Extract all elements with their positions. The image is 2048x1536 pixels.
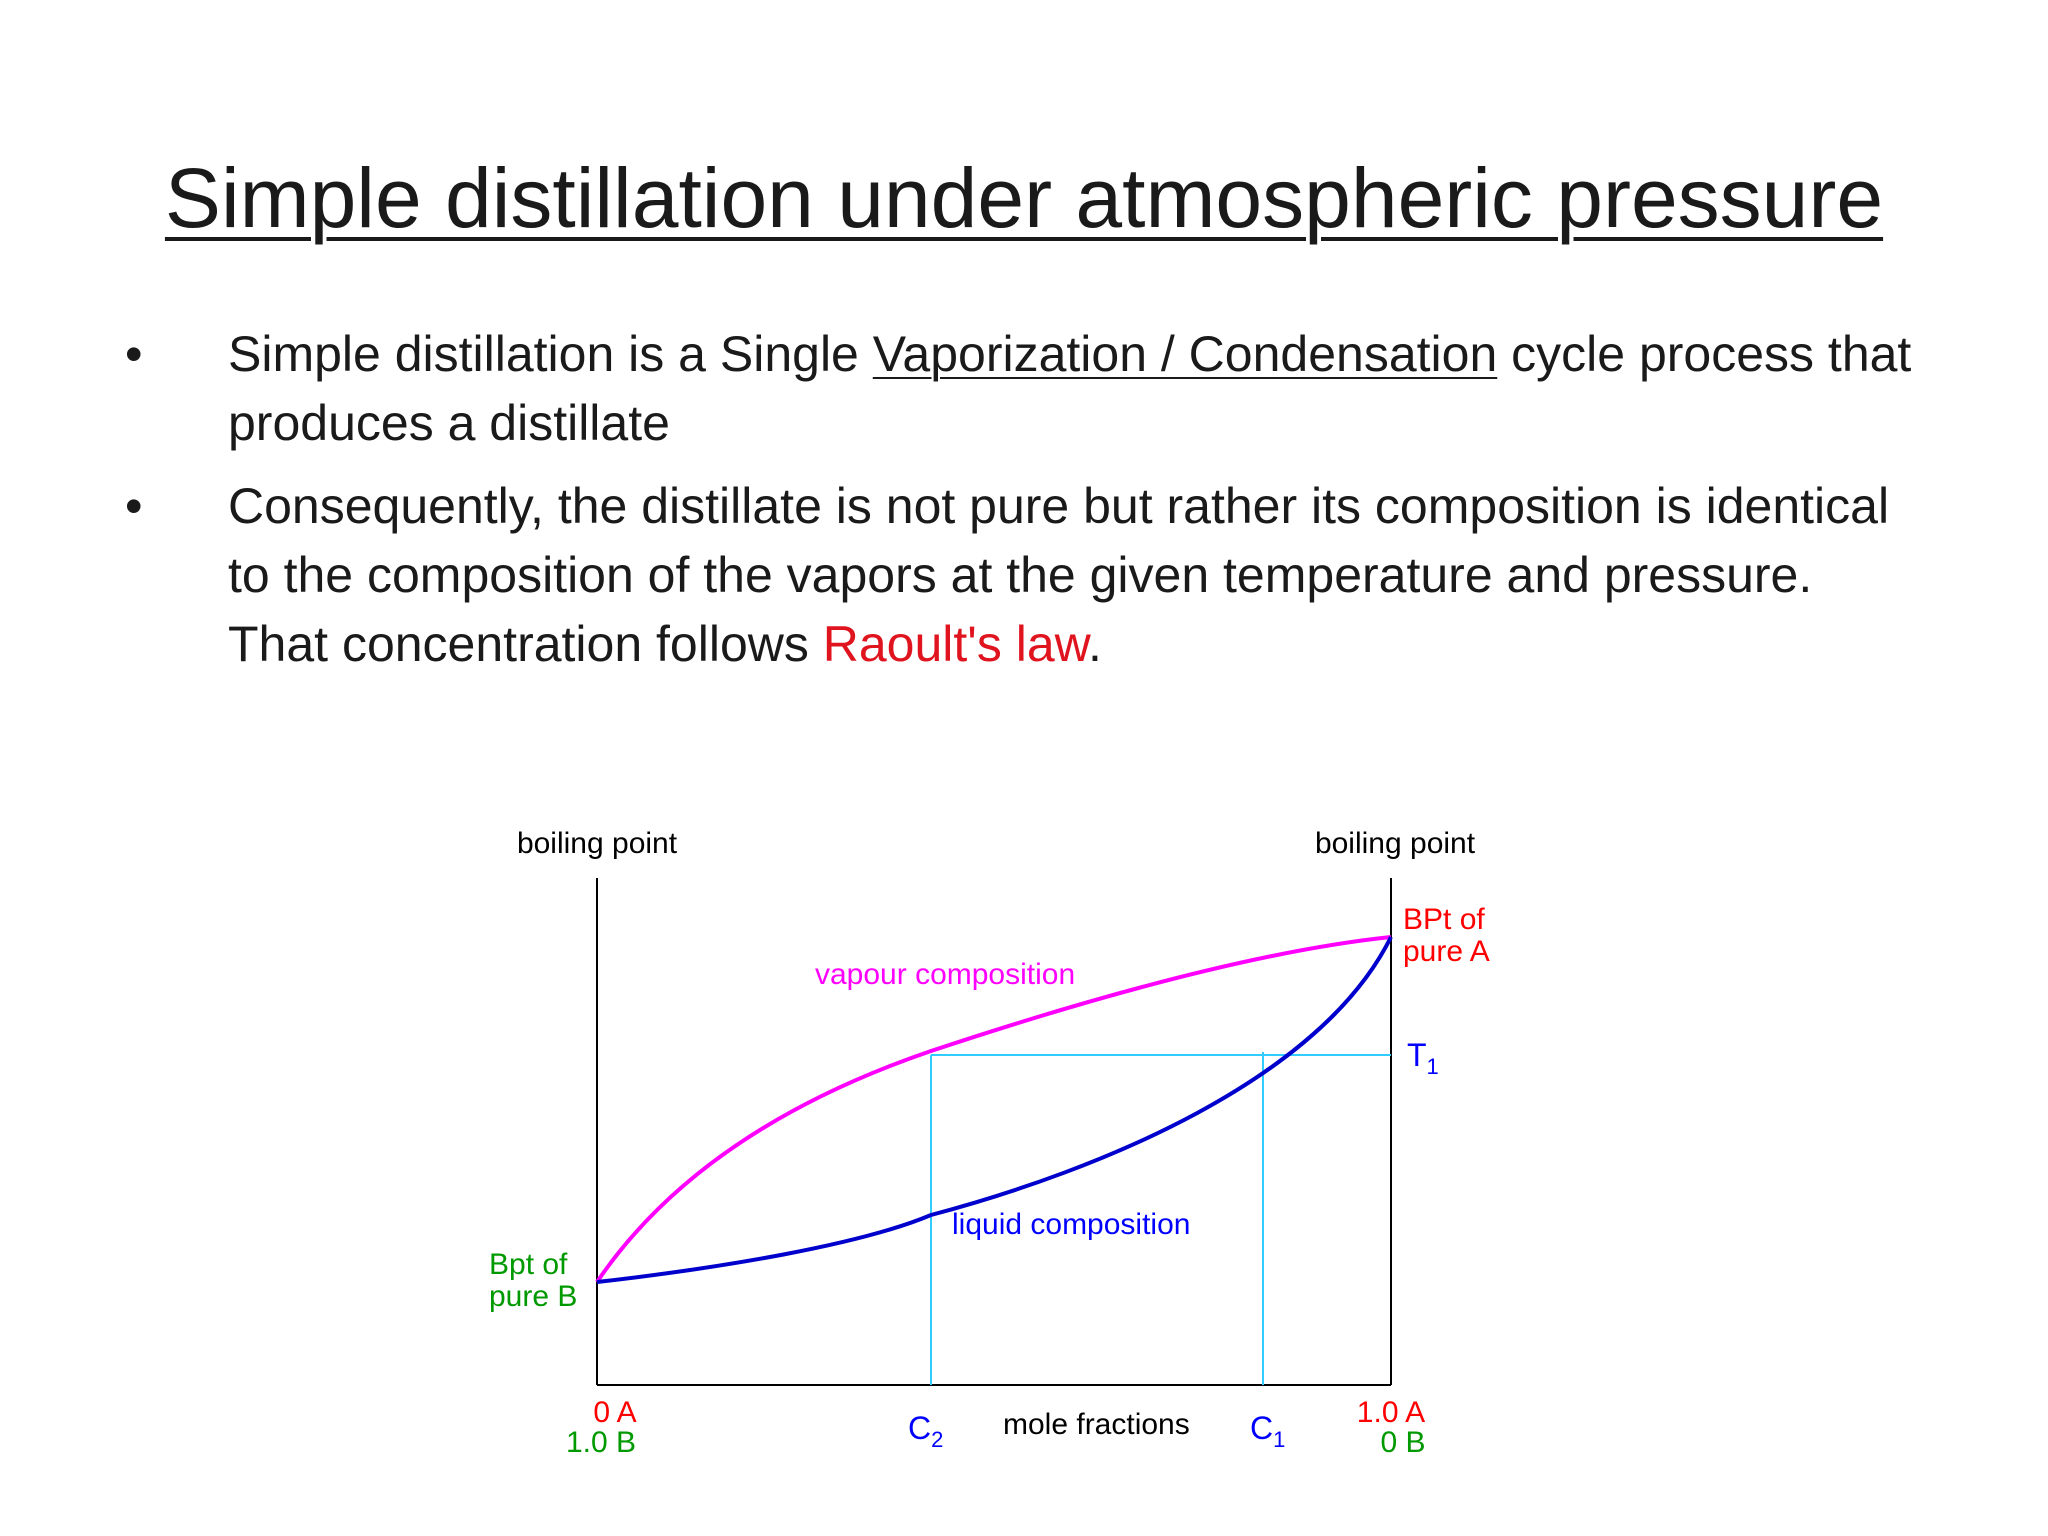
liquid-label: liquid composition (952, 1208, 1190, 1241)
bullet-list: • Simple distillation is a Single Vapori… (120, 320, 1920, 693)
pure-b-label: Bpt of (489, 1248, 568, 1281)
bullet-marker: • (125, 326, 143, 382)
right-axis-label: boiling point (1315, 827, 1476, 860)
raoults-law-link[interactable]: Raoult's law (822, 616, 1088, 672)
vapour-curve (595, 935, 1392, 1284)
slide-title: Simple distillation under atmospheric pr… (164, 151, 1884, 245)
x-axis-label: mole fractions (1003, 1408, 1190, 1441)
right-bottom-a: 1.0 A (1357, 1396, 1425, 1429)
pure-a-label: pure A (1403, 935, 1490, 968)
bullet-end: . (1088, 616, 1102, 672)
left-axis-label: boiling point (517, 827, 678, 860)
bullet-item: • Consequently, the distillate is not pu… (120, 472, 1920, 679)
underlined-term: Vaporization / Condensation (872, 326, 1498, 382)
left-bottom-b: 1.0 B (566, 1426, 636, 1459)
bullet-text: Simple distillation is a Single (228, 326, 873, 382)
bullet-marker: • (125, 478, 143, 534)
c2-label: C2 (908, 1410, 943, 1452)
right-bottom-b: 0 B (1380, 1426, 1425, 1459)
pure-b-label: pure B (489, 1280, 577, 1313)
vapour-label: vapour composition (815, 958, 1075, 991)
t1-label: T1 (1407, 1037, 1439, 1079)
c1-label: C1 (1250, 1410, 1285, 1452)
pure-a-label: BPt of (1403, 903, 1485, 936)
bullet-text: cycle process that produces a distillate (228, 326, 1912, 451)
left-bottom-a: 0 A (593, 1396, 636, 1429)
liquid-curve (596, 936, 1393, 1284)
bullet-text: Consequently, the distillate is not pure… (228, 478, 1890, 672)
bullet-item: • Simple distillation is a Single Vapori… (120, 320, 1920, 458)
